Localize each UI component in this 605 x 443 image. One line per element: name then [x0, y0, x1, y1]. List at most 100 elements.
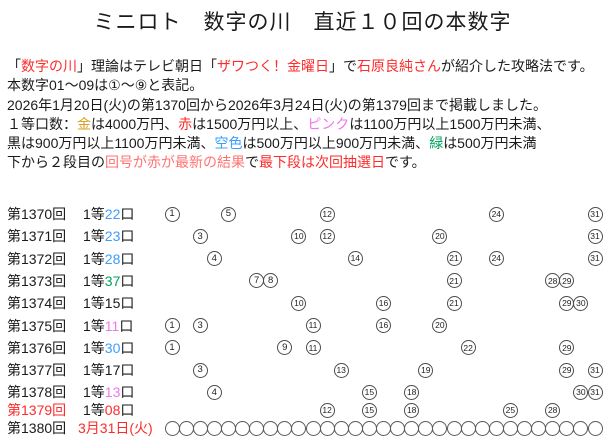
prize-suffix: 口	[120, 295, 135, 312]
empty-circle	[291, 420, 307, 436]
prize-count-label: 1等37口	[83, 270, 134, 292]
draw-row: 第1371回 1等23口 3 10 12 20 31	[0, 225, 605, 247]
prize-suffix: 口	[120, 250, 135, 267]
intro-line-5: 黒は900万円以上1100万円未満、空色は500万円以上900万円未満、緑は50…	[7, 134, 603, 153]
number-circle: 25	[502, 402, 518, 418]
prize-prefix: 1等	[83, 295, 105, 312]
number-circle: 24	[488, 251, 504, 267]
text-segment-red: 最下段は次回抽選日	[259, 154, 385, 171]
number-circle: 10	[291, 295, 307, 311]
text-segment: 「	[7, 58, 21, 74]
number-circle: 30	[573, 384, 589, 400]
number-circle: 29	[559, 273, 575, 289]
prize-count: 17	[104, 362, 121, 379]
empty-circle	[474, 420, 490, 436]
draw-row: 第1373回 1等37口 7 8 21 28 29	[0, 270, 605, 292]
text-segment: 下から２段目の	[7, 154, 105, 171]
prize-count: 15	[104, 295, 121, 312]
text-segment: は500万円未満	[443, 135, 537, 152]
text-segment-gold: 金	[77, 115, 91, 132]
prize-prefix: 1等	[83, 317, 105, 334]
number-circle: 28	[545, 273, 561, 289]
prize-suffix: 口	[120, 228, 135, 245]
empty-circle	[432, 420, 448, 436]
number-circle: 5	[220, 206, 236, 222]
draw-row: 第1379回 1等08口 12 15 18 25 28	[0, 399, 605, 421]
number-circle: 4	[206, 384, 222, 400]
next-draw-row: 第1380回 3月31日(火)	[0, 417, 605, 439]
prize-prefix: 1等	[83, 402, 105, 418]
number-circle: 30	[573, 295, 589, 311]
number-circle: 12	[319, 402, 335, 418]
empty-circle	[390, 420, 406, 436]
number-circle: 12	[319, 228, 335, 244]
draw-row: 第1376回 1等30口 1 9 11 22 29	[0, 337, 605, 359]
prize-prefix: 1等	[83, 272, 105, 289]
number-circle: 1	[164, 206, 180, 222]
prize-prefix: 1等	[83, 339, 105, 356]
prize-count: 11	[104, 317, 120, 334]
intro-line-2: 本数字01〜09は①〜⑨と表記。	[7, 76, 603, 95]
draw-round-label: 第1373回	[7, 272, 67, 289]
text-segment: は1100万円以上1500万円未満、	[349, 115, 551, 132]
prize-prefix: 1等	[83, 250, 105, 267]
number-circle: 31	[587, 362, 603, 378]
page-title: ミニロト 数字の川 直近１０回の本数字	[93, 11, 512, 34]
number-circle: 4	[206, 251, 222, 267]
text-segment-green: 緑	[429, 135, 444, 152]
number-circle: 15	[361, 402, 377, 418]
draw-row: 第1370回 1等22口 1 5 12 24 31	[0, 203, 605, 225]
number-circle: 21	[446, 251, 462, 267]
intro-line-4: １等口数：金は4000万円、赤は1500万円以上、ピンクは1100万円以上150…	[7, 115, 603, 134]
draw-round-label: 第1374回	[7, 295, 67, 312]
prize-suffix: 口	[120, 206, 135, 222]
intro-line-3: 2026年1月20日(火)の第1370回から2026年3月24日(火)の第137…	[7, 96, 603, 115]
empty-circle	[517, 420, 532, 436]
number-circle: 7	[249, 273, 265, 289]
empty-circle	[531, 420, 547, 436]
prize-prefix: 1等	[83, 228, 105, 245]
text-segment-red: 石原良純さん	[357, 58, 441, 74]
empty-circle	[376, 420, 391, 436]
number-circle: 31	[587, 251, 603, 267]
number-circle: 1	[164, 318, 180, 333]
empty-circle	[446, 420, 462, 436]
prize-count-label: 1等13口	[83, 381, 134, 403]
empty-circle	[249, 420, 265, 436]
empty-circle	[488, 420, 504, 436]
number-circle: 8	[263, 273, 279, 289]
next-draw-round-label: 第1380回	[7, 420, 67, 436]
draw-round-label: 第1376回	[7, 339, 67, 356]
text-segment-skyblue: 空色	[214, 135, 243, 152]
prize-count: 37	[104, 272, 121, 289]
text-segment: 」で	[329, 58, 357, 74]
prize-count: 13	[104, 384, 121, 401]
draw-row: 第1378回 1等13口 4 15 18 30 31	[0, 381, 605, 403]
draw-round-label: 第1370回	[7, 206, 67, 222]
text-segment: 黒は900万円以上1100万円未満、	[7, 135, 215, 152]
text-segment: が紹介した攻略法です。	[441, 58, 594, 74]
draw-row: 第1375回 1等11口 1 3 11 16 20	[0, 315, 605, 337]
draw-round-label: 第1379回	[7, 402, 67, 418]
prize-count-label: 1等28口	[83, 248, 134, 270]
text-segment: １等口数：	[7, 115, 77, 132]
empty-circle	[559, 420, 575, 436]
draw-round-label: 第1378回	[7, 384, 67, 401]
number-circle: 20	[432, 228, 448, 244]
empty-circle	[545, 420, 561, 436]
number-circle: 29	[559, 362, 575, 378]
number-circle: 11	[305, 318, 321, 333]
empty-circle	[319, 420, 335, 436]
draw-round-label: 第1372回	[7, 250, 67, 267]
empty-circle	[404, 420, 420, 436]
empty-circle	[305, 420, 321, 436]
text-segment: は1500万円以上、	[192, 115, 308, 132]
number-circle: 24	[488, 206, 504, 222]
intro-text: 「数字の川」理論はテレビ朝日「ザワつく！金曜日」で石原良純さんが紹介した攻略法で…	[7, 57, 603, 173]
number-circle: 29	[559, 340, 575, 356]
prize-count-label: 1等08口	[83, 399, 134, 421]
number-circle: 14	[347, 251, 363, 267]
prize-count: 23	[104, 228, 121, 245]
number-circle: 19	[418, 362, 434, 378]
